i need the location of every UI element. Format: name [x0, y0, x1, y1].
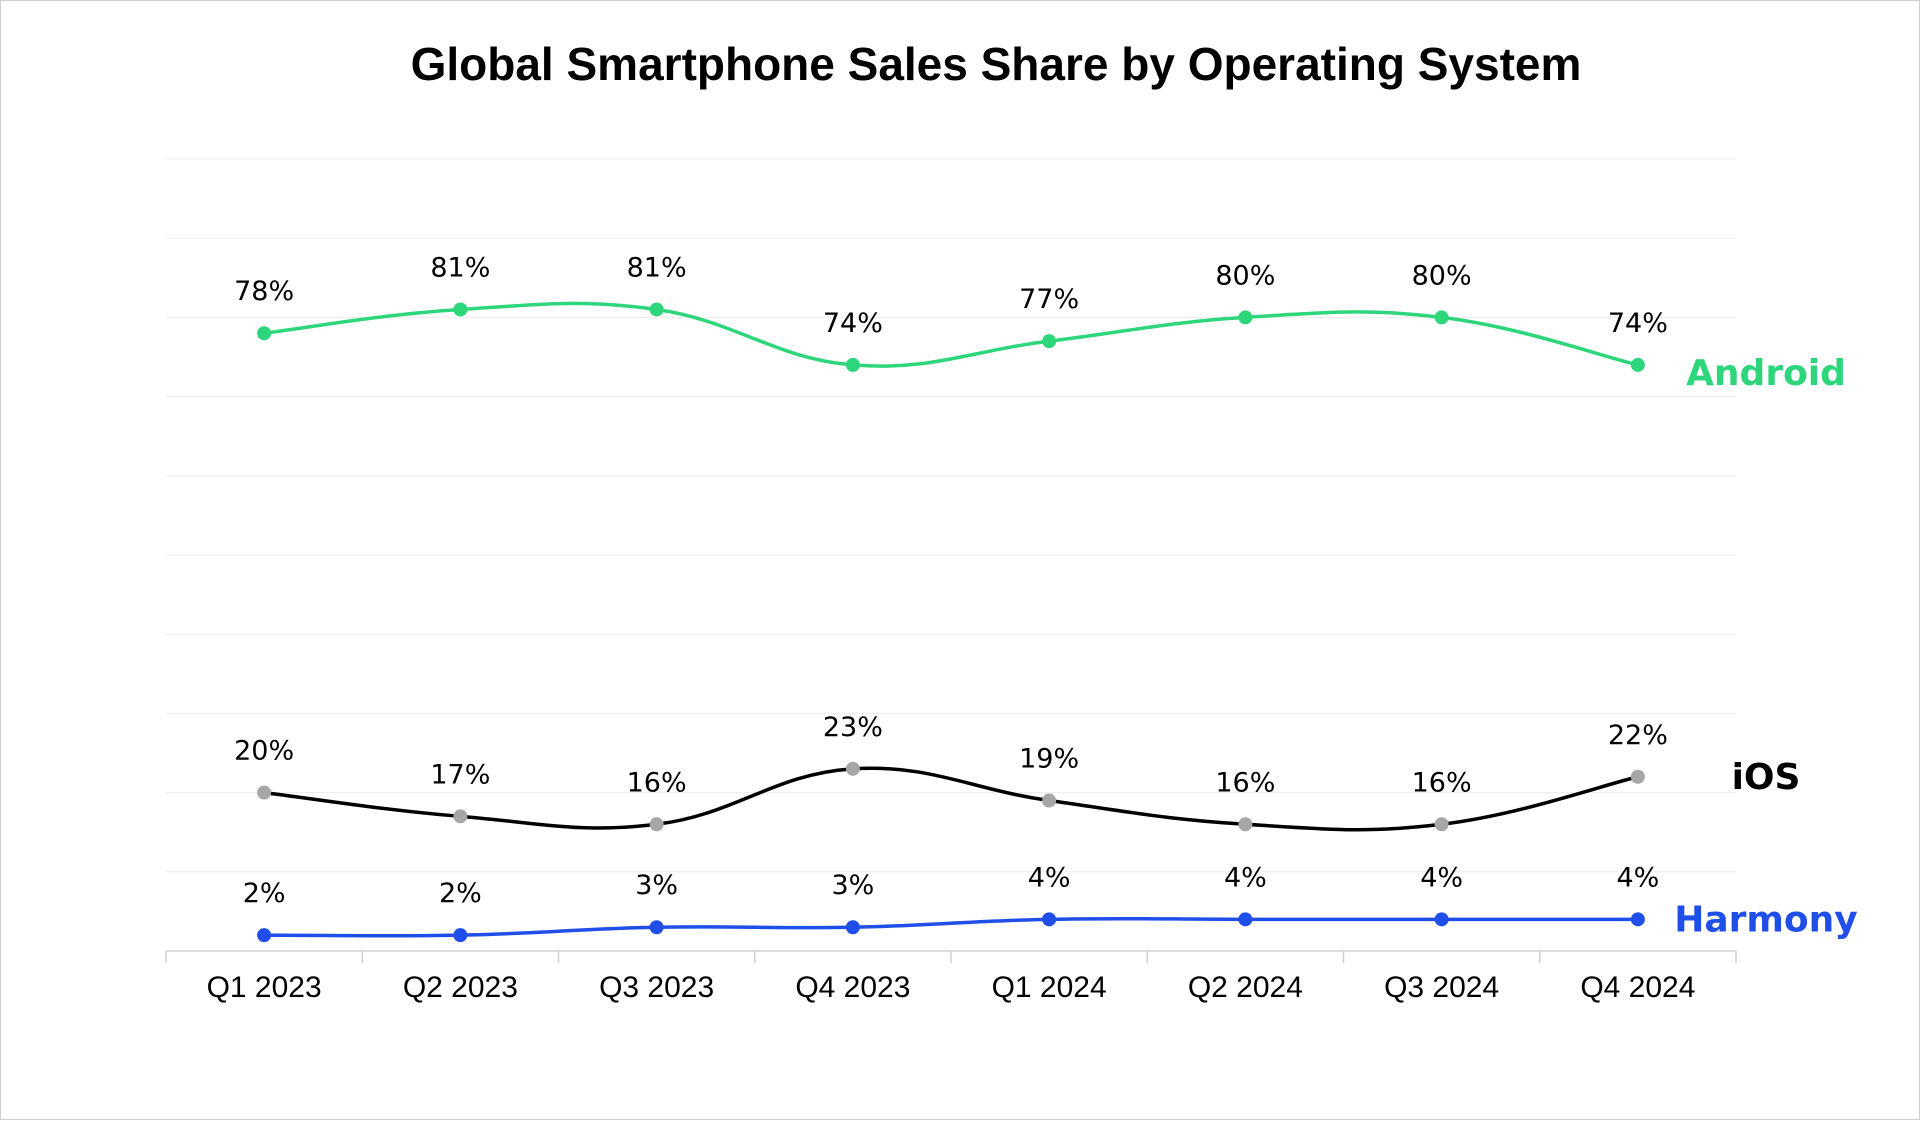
ios-data-label: 19%: [1019, 744, 1079, 775]
android-point: [1434, 310, 1449, 325]
x-tick-label: Q4 2024: [1580, 971, 1695, 1004]
x-tick-label: Q3 2023: [599, 971, 714, 1004]
harmony-data-label: 2%: [243, 878, 286, 909]
android-point: [257, 326, 272, 341]
ios-point: [649, 817, 664, 832]
android-data-label: 80%: [1215, 260, 1275, 291]
ios-data-label: 16%: [1215, 767, 1275, 798]
grid-lines: [166, 158, 1736, 873]
ios-line: [262, 766, 1640, 832]
harmony-data-label: 3%: [831, 870, 874, 901]
ios-data-label: 22%: [1608, 720, 1668, 751]
harmony-point: [1434, 912, 1449, 927]
harmony-data-label: 4%: [1224, 862, 1267, 893]
android-series-label: Android: [1686, 353, 1846, 394]
harmony-data-label: 4%: [1028, 862, 1071, 893]
ios-point: [1238, 817, 1253, 832]
ios-point: [453, 809, 468, 824]
ios-data-label: 20%: [234, 736, 294, 767]
harmony-data-label: 2%: [439, 878, 482, 909]
ios-point: [257, 785, 272, 800]
ios-data-label: 17%: [430, 759, 490, 790]
ios-data-label: 23%: [823, 712, 883, 743]
harmony-point: [649, 920, 664, 935]
harmony-series-label: Harmony: [1674, 899, 1858, 940]
harmony-point: [1238, 912, 1253, 927]
ios-point: [1630, 769, 1645, 784]
x-tick-label: Q2 2024: [1188, 971, 1303, 1004]
harmony-point: [453, 928, 468, 943]
harmony-point: [257, 928, 272, 943]
android-point: [1238, 310, 1253, 325]
android-data-label: 81%: [627, 252, 687, 283]
android-point: [649, 302, 664, 317]
android-point: [845, 357, 860, 372]
android-point: [453, 302, 468, 317]
ios-data-label: 16%: [627, 767, 687, 798]
data-labels: 78% 81% 81% 74% 77% 80% 80% 74% Android 20% 17% 16%…: [234, 252, 1858, 940]
x-tick-label: Q4 2023: [795, 971, 910, 1004]
android-data-label: 78%: [234, 276, 294, 307]
ios-series-label: iOS: [1732, 757, 1801, 798]
x-tick-label: Q3 2024: [1384, 971, 1499, 1004]
harmony-point: [1630, 912, 1645, 927]
x-tick-label: Q2 2023: [403, 971, 518, 1004]
android-line: [262, 301, 1640, 368]
ios-point: [845, 761, 860, 776]
android-data-label: 80%: [1412, 260, 1472, 291]
android-data-label: 77%: [1019, 284, 1079, 315]
android-point: [1630, 357, 1645, 372]
harmony-data-label: 4%: [1616, 862, 1659, 893]
harmony-data-label: 3%: [635, 870, 678, 901]
harmony-point: [1042, 912, 1057, 927]
harmony-point: [845, 920, 860, 935]
android-data-label: 81%: [430, 252, 490, 283]
harmony-data-label: 4%: [1420, 862, 1463, 893]
ios-point: [1434, 817, 1449, 832]
x-axis: Q1 2023 Q2 2023 Q3 2023 Q4 2023 Q1 2024 Q2 20…: [165, 950, 1737, 1004]
ios-point: [1042, 793, 1057, 808]
chart-title: Global Smartphone Sales Share by Operati…: [411, 38, 1582, 90]
x-tick-label: Q1 2024: [992, 971, 1107, 1004]
android-data-label: 74%: [823, 308, 883, 339]
ios-data-label: 16%: [1412, 767, 1472, 798]
x-tick-label: Q1 2023: [207, 971, 322, 1004]
android-point: [1042, 334, 1057, 349]
android-data-label: 74%: [1608, 308, 1668, 339]
series-lines: [257, 301, 1645, 943]
harmony-line: [262, 916, 1640, 938]
